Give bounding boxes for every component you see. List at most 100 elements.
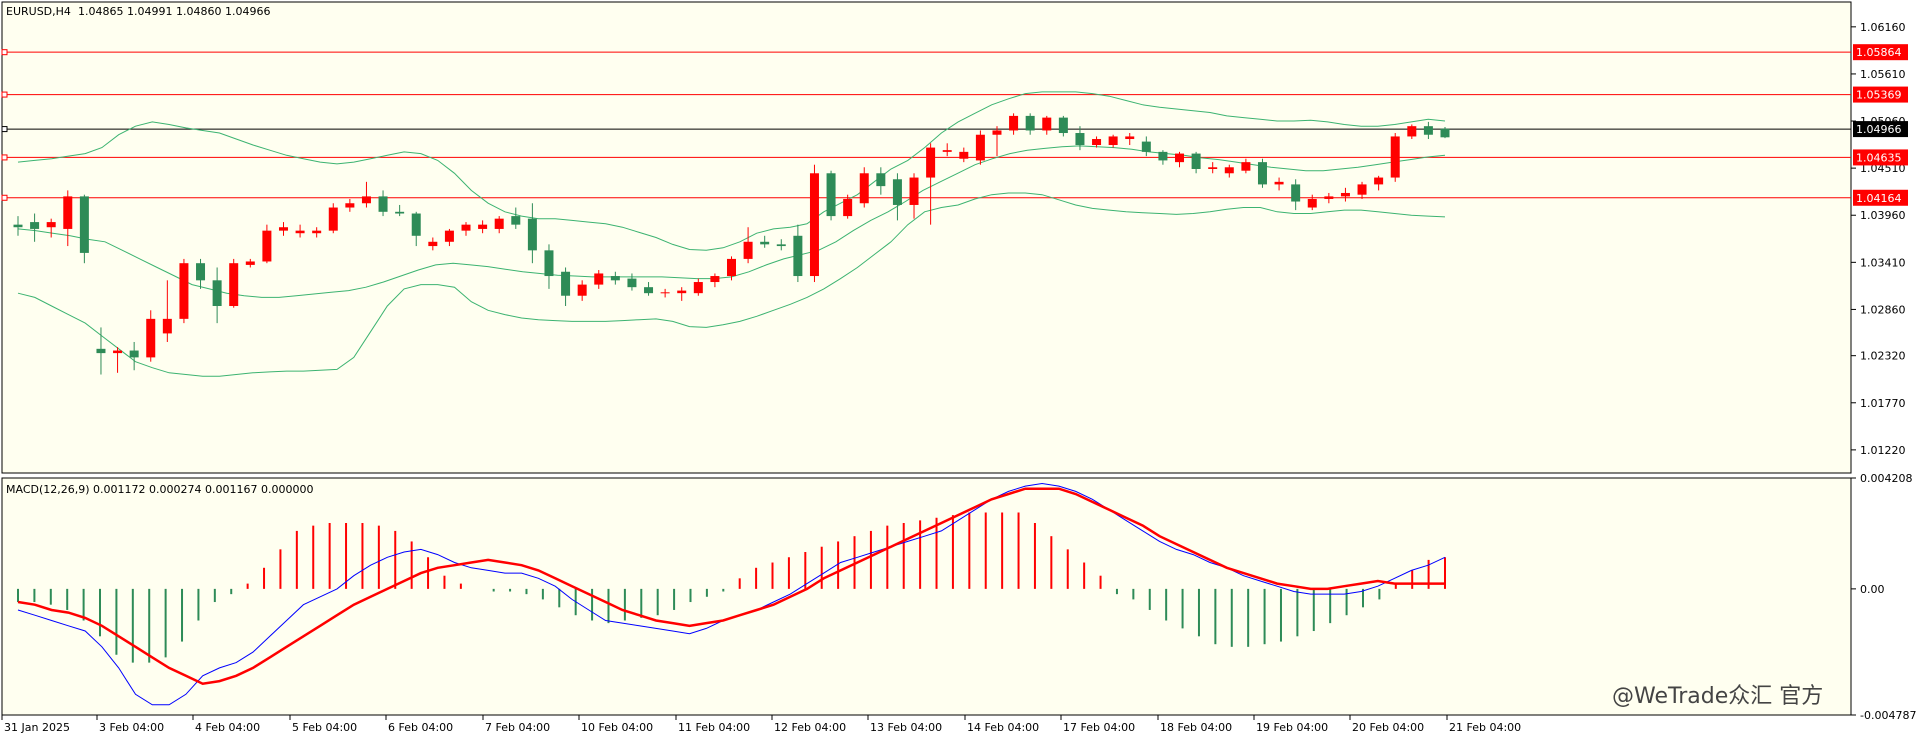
candle-body[interactable]: [876, 173, 886, 187]
candle-body[interactable]: [461, 224, 471, 231]
candle-body[interactable]: [959, 151, 969, 159]
candle-body[interactable]: [693, 282, 703, 294]
candle-body[interactable]: [809, 173, 819, 277]
candle-body[interactable]: [1423, 126, 1433, 135]
candle-body[interactable]: [843, 198, 853, 217]
price-tick-label: 1.03960: [1860, 209, 1906, 222]
candle-body[interactable]: [1208, 167, 1218, 169]
candle-body[interactable]: [992, 130, 1002, 135]
candle-body[interactable]: [395, 211, 405, 214]
candle-body[interactable]: [212, 280, 222, 307]
candle-body[interactable]: [727, 258, 736, 277]
candle-body[interactable]: [1125, 136, 1135, 140]
candle-body[interactable]: [1042, 117, 1052, 131]
candle-body[interactable]: [926, 147, 936, 178]
candle-body[interactable]: [196, 263, 206, 281]
candle-body[interactable]: [776, 244, 786, 247]
candle-body[interactable]: [345, 203, 355, 208]
candle-body[interactable]: [1241, 162, 1251, 171]
candle-body[interactable]: [179, 263, 189, 319]
candle-body[interactable]: [278, 227, 288, 231]
macd-panel[interactable]: [1, 477, 1852, 716]
candle-body[interactable]: [892, 179, 902, 205]
candle-body[interactable]: [677, 290, 687, 294]
candle-body[interactable]: [1407, 126, 1417, 137]
candle-body[interactable]: [113, 350, 123, 354]
candle-body[interactable]: [743, 241, 753, 259]
candle-body[interactable]: [1025, 115, 1035, 131]
candle-body[interactable]: [262, 230, 272, 262]
level-tag-label: 1.04966: [1856, 123, 1902, 136]
candle-body[interactable]: [1440, 128, 1450, 138]
candle-body[interactable]: [96, 348, 106, 354]
candle-body[interactable]: [760, 241, 770, 245]
candle-body[interactable]: [610, 276, 620, 281]
candle-body[interactable]: [1340, 192, 1350, 197]
candle-body[interactable]: [1009, 115, 1019, 131]
candle-body[interactable]: [710, 276, 720, 283]
candle-body[interactable]: [146, 318, 156, 358]
candle-body[interactable]: [1307, 198, 1317, 208]
level-anchor[interactable]: [1, 194, 8, 201]
price-panel[interactable]: [1, 1, 1852, 474]
level-anchor[interactable]: [1, 126, 8, 133]
candle-body[interactable]: [378, 196, 388, 212]
level-tag: [1853, 149, 1908, 166]
time-tick-label: 3 Feb 04:00: [99, 721, 164, 734]
candle-body[interactable]: [428, 241, 438, 247]
candle-body[interactable]: [328, 207, 338, 231]
watermark: @WeTrade众汇 官方: [1612, 684, 1823, 709]
candle-body[interactable]: [162, 318, 172, 334]
candle-body[interactable]: [644, 287, 654, 294]
candle-body[interactable]: [975, 134, 985, 161]
candle-body[interactable]: [527, 218, 537, 251]
candle-body[interactable]: [942, 150, 952, 152]
level-anchor[interactable]: [1, 91, 8, 98]
candle-body[interactable]: [859, 173, 869, 204]
candle-body[interactable]: [1324, 196, 1334, 199]
candle-body[interactable]: [1257, 162, 1267, 185]
candle-body[interactable]: [1108, 136, 1118, 146]
candle-body[interactable]: [660, 292, 670, 294]
price-tick-label: 1.01770: [1860, 397, 1906, 410]
candle-body[interactable]: [46, 222, 56, 228]
candle-body[interactable]: [1374, 177, 1384, 185]
candle-body[interactable]: [312, 230, 322, 234]
candle-body[interactable]: [1092, 139, 1102, 146]
level-anchor[interactable]: [1, 49, 8, 56]
candle-body[interactable]: [129, 350, 139, 358]
candle-body[interactable]: [1141, 141, 1151, 152]
candle-body[interactable]: [63, 196, 73, 229]
candle-body[interactable]: [295, 230, 305, 234]
candle-body[interactable]: [1224, 167, 1234, 174]
candle-body[interactable]: [826, 173, 836, 217]
candle-body[interactable]: [793, 235, 803, 277]
candle-body[interactable]: [1075, 133, 1085, 146]
candle-body[interactable]: [478, 224, 488, 229]
candle-body[interactable]: [444, 230, 454, 242]
candle-body[interactable]: [411, 213, 421, 236]
candle-body[interactable]: [1274, 181, 1284, 185]
candle-body[interactable]: [511, 216, 521, 225]
candle-body[interactable]: [245, 261, 255, 265]
candle-body[interactable]: [909, 177, 919, 205]
candle-body[interactable]: [561, 271, 571, 296]
candle-body[interactable]: [627, 278, 637, 288]
candle-body[interactable]: [544, 250, 554, 277]
candle-body[interactable]: [594, 273, 604, 285]
candle-body[interactable]: [1175, 153, 1185, 163]
candle-body[interactable]: [1058, 117, 1068, 134]
candle-body[interactable]: [229, 263, 239, 307]
level-anchor[interactable]: [1, 154, 8, 161]
candle-body[interactable]: [79, 196, 89, 253]
candle-body[interactable]: [1191, 153, 1201, 169]
candle-body[interactable]: [1357, 184, 1367, 195]
candle-body[interactable]: [577, 284, 587, 296]
candle-body[interactable]: [30, 222, 40, 229]
candle-body[interactable]: [361, 196, 371, 204]
candle-body[interactable]: [1390, 136, 1400, 178]
candle-body[interactable]: [494, 218, 504, 229]
candle-body[interactable]: [1291, 184, 1301, 202]
candle-body[interactable]: [1158, 151, 1168, 161]
candle-body[interactable]: [13, 224, 23, 228]
